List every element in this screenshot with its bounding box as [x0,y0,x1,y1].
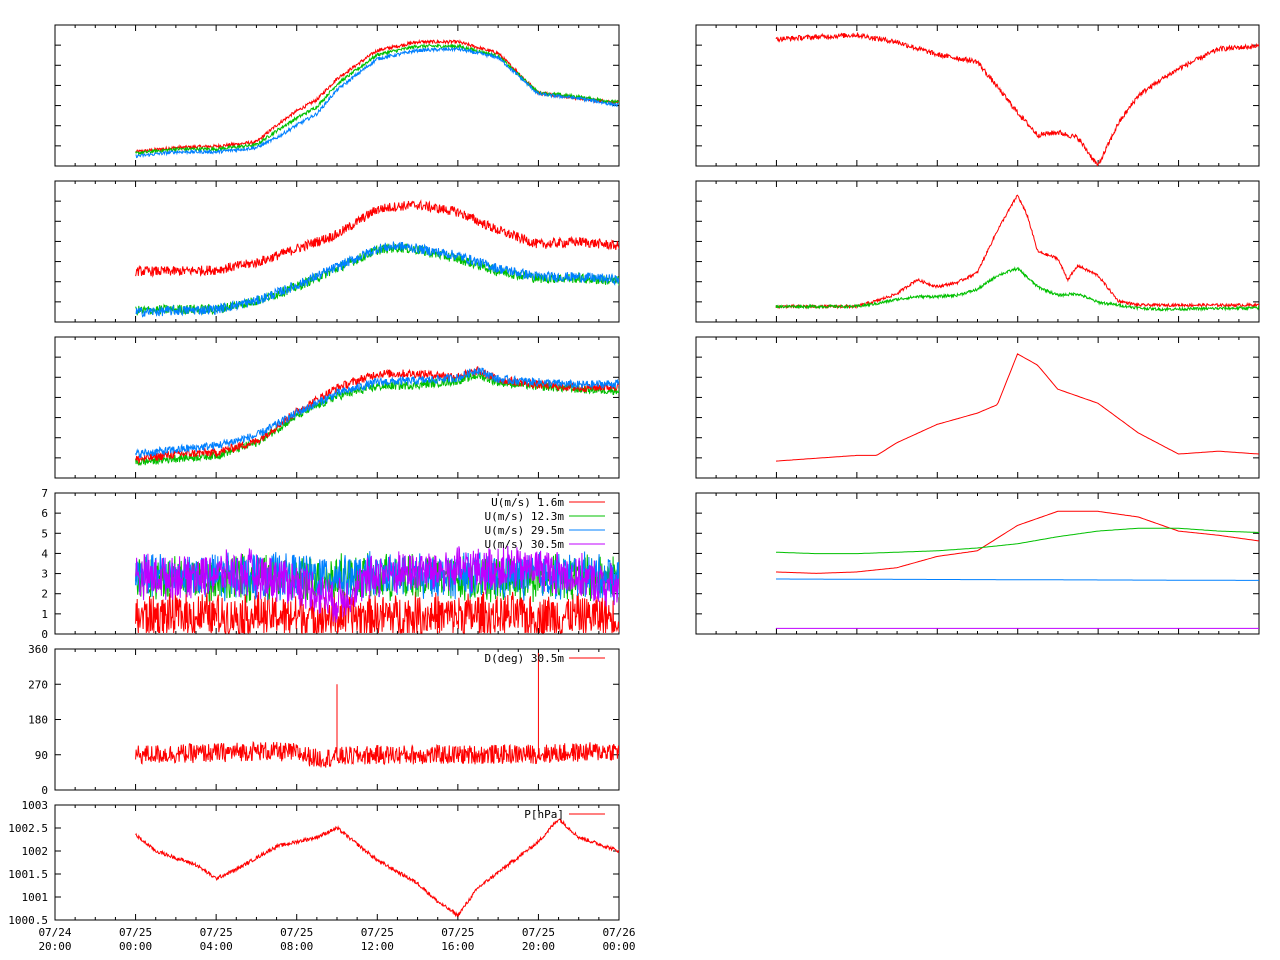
series-line-u-m-s-1-6m [135,590,619,634]
series-line-blue [135,367,619,458]
series-line-u-m-s-29-5m [135,551,619,602]
x-tick-label-time: 20:00 [522,940,555,953]
y-tick-label: 6 [41,507,48,520]
x-tick-label-time: 00:00 [602,940,635,953]
series-line-blue [135,45,619,159]
plot-frame [695,336,1260,479]
series-line-blue [776,578,1259,581]
y-tick-label: 1001 [22,891,49,904]
y-tick-label: 1002.5 [8,822,48,835]
y-tick-label: 1000.5 [8,914,48,927]
x-tick-label-time: 12:00 [361,940,394,953]
series-line-green [775,527,1259,555]
y-tick-label: 1003 [22,799,49,812]
legend-label: D(deg) 30.5m [485,652,565,665]
x-tick-label-date: 07/26 [602,926,635,939]
panel-R2 [695,180,1260,323]
y-tick-label: 90 [35,749,48,762]
series-line-red [135,38,619,154]
y-tick-label: 3 [41,568,48,581]
series-line-green [775,266,1259,312]
y-tick-label: 1002 [22,845,49,858]
series-line-red [135,365,619,465]
panel-R3 [695,336,1260,479]
x-tick-label-date: 07/25 [200,926,233,939]
y-tick-label: 0 [41,784,48,797]
y-tick-label: 180 [28,714,48,727]
panel-L3 [54,336,620,479]
series-line-u-m-s-30-5m [135,545,619,623]
series-line-p-hpa- [135,818,619,918]
x-tick-label-date: 07/24 [38,926,71,939]
panel-R4 [695,492,1260,635]
legend-label: U(m/s) 29.5m [485,524,565,537]
y-tick-label: 270 [28,678,48,691]
x-tick-label-time: 20:00 [38,940,71,953]
x-tick-label-date: 07/25 [522,926,555,939]
series-line-red [775,194,1259,310]
series-line-red [135,199,619,278]
plot-frame [695,24,1260,167]
y-tick-label: 0 [41,628,48,641]
x-tick-label-time: 08:00 [280,940,313,953]
y-tick-label: 360 [28,643,48,656]
x-tick-label-date: 07/25 [119,926,152,939]
series-line-d-deg-30-5m [135,740,619,768]
series-line-blue [135,241,619,318]
x-tick-label-date: 07/25 [361,926,394,939]
panel-R1 [695,24,1260,167]
series-line-green [135,370,619,467]
x-tick-label-time: 04:00 [200,940,233,953]
y-tick-label: 4 [41,547,48,560]
panel-L4: 0 1 2 3 4 5 6 7 U(m/s) 1.6mU(m/s) 12.3mU(m/s) 29… [41,487,620,641]
y-tick-label: 2 [41,588,48,601]
series-line-red [775,353,1259,462]
plot-frame [695,492,1260,635]
legend-label: U(m/s) 1.6m [491,496,564,509]
panel-L6: 1000.5 1001 1001.5 1002 1002.5 1003 P[hPa] [8,799,620,927]
x-tick-label-time: 00:00 [119,940,152,953]
legend-label: U(m/s) 30.5m [485,538,565,551]
plot-frame [54,180,620,323]
y-tick-label: 7 [41,487,48,500]
series-line-red [776,510,1259,574]
panel-L1 [54,24,620,167]
x-tick-label-time: 16:00 [441,940,474,953]
series-line-red [775,32,1259,166]
plot-frame [54,24,620,167]
y-tick-label: 5 [41,527,48,540]
legend-label: U(m/s) 12.3m [485,510,565,523]
x-tick-label-date: 07/25 [441,926,474,939]
y-tick-label: 1 [41,608,48,621]
series-line-green [135,42,619,157]
panel-L2 [54,180,620,323]
x-tick-label-date: 07/25 [280,926,313,939]
panel-L5: 0 90 180 270 360 D(deg) 30.5m [28,643,620,797]
legend-label: P[hPa] [524,808,564,821]
plot-frame [54,804,620,921]
y-tick-label: 1001.5 [8,868,48,881]
plot-frame [695,180,1260,323]
